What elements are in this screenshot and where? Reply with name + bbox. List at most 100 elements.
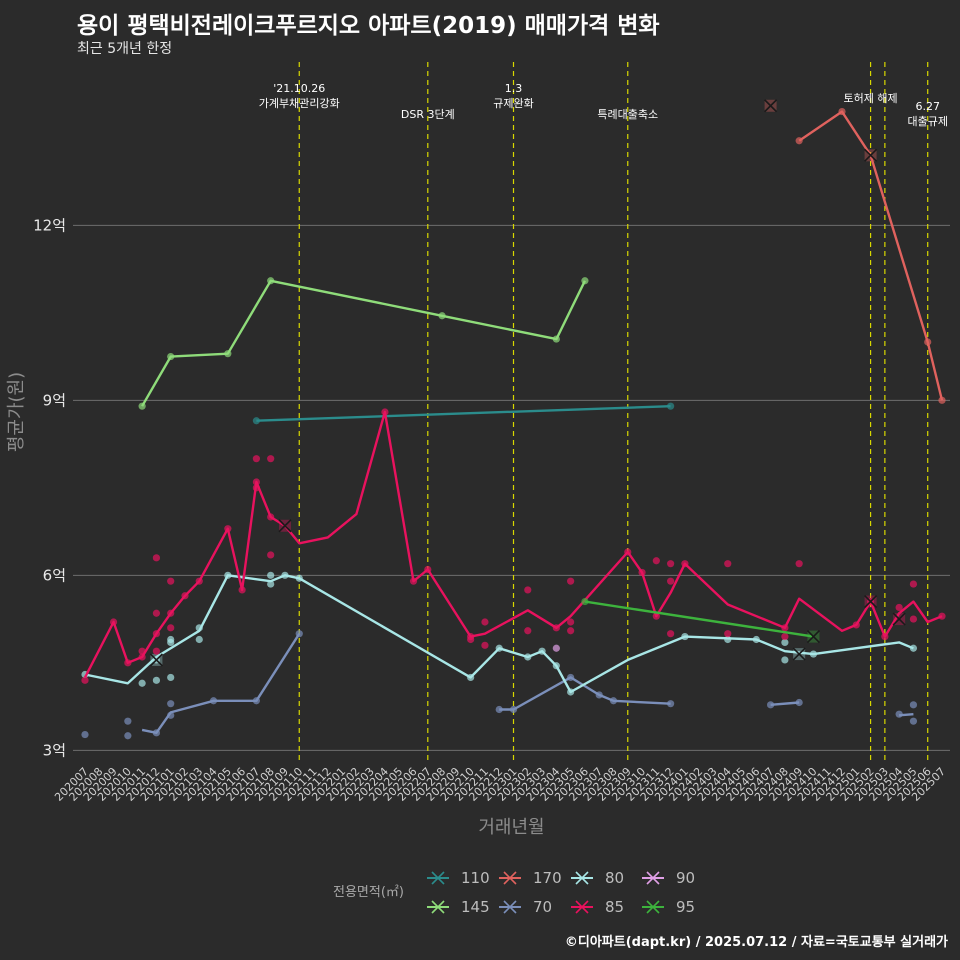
data-point-85 xyxy=(167,624,175,632)
series-line-170 xyxy=(798,110,944,401)
legend-key-cross-110 xyxy=(431,871,445,885)
data-point-85 xyxy=(167,609,175,617)
data-point-70 xyxy=(795,698,803,707)
data-point-85 xyxy=(267,551,275,559)
legend-label-85: 85 xyxy=(605,898,624,916)
data-point-85 xyxy=(138,653,146,661)
y-tick-label: 3억 xyxy=(43,741,66,759)
data-point-95 xyxy=(581,597,589,606)
data-point-70 xyxy=(509,705,518,714)
x-axis-title: 거래년월 xyxy=(478,817,544,838)
legend-key-cross-70 xyxy=(503,900,517,914)
data-point-80 xyxy=(781,638,789,647)
data-point-85 xyxy=(881,632,889,641)
data-point-85 xyxy=(552,624,560,632)
legend-label-95: 95 xyxy=(676,898,695,916)
data-point-85 xyxy=(467,635,475,644)
data-point-85 xyxy=(667,577,675,585)
data-point-70 xyxy=(167,711,175,719)
data-point-80 xyxy=(781,656,789,664)
cross-marker-170 xyxy=(864,148,878,162)
data-point-110 xyxy=(252,417,260,425)
legend-key-cross-90 xyxy=(646,871,660,885)
cross-marker-95-stroke xyxy=(806,630,821,644)
data-point-85 xyxy=(181,592,189,600)
data-point-145 xyxy=(267,277,275,285)
cross-marker-85-stroke xyxy=(864,595,878,609)
legend-title: 전용면적(㎡) xyxy=(333,885,404,900)
data-point-170 xyxy=(924,338,932,346)
event-label: 6.27 대출규제 xyxy=(907,100,947,128)
data-point-80 xyxy=(538,647,546,655)
data-point-85 xyxy=(852,621,860,629)
cross-marker-80 xyxy=(149,653,163,667)
data-point-145 xyxy=(581,277,589,285)
event-label: 토허제 해제 xyxy=(844,91,898,105)
data-point-85 xyxy=(124,659,132,667)
data-point-70 xyxy=(495,705,503,714)
data-point-85 xyxy=(409,577,418,585)
data-point-85 xyxy=(524,627,532,635)
data-point-70 xyxy=(124,732,132,740)
data-point-145 xyxy=(552,335,560,343)
legend-key-cross-145 xyxy=(431,900,445,914)
legend-key-cross-90-stroke xyxy=(646,871,660,885)
data-point-145 xyxy=(438,312,446,320)
data-point-85 xyxy=(524,586,532,594)
data-point-80 xyxy=(195,635,203,644)
data-point-85 xyxy=(81,676,89,684)
data-point-170 xyxy=(795,137,803,145)
data-point-70 xyxy=(152,729,161,737)
legend-key-cross-95 xyxy=(646,900,660,914)
data-point-80 xyxy=(224,571,232,579)
data-point-85 xyxy=(424,565,432,574)
cross-marker-80 xyxy=(792,647,806,661)
data-point-70 xyxy=(295,630,303,638)
data-point-70 xyxy=(81,730,89,739)
legend-key-cross-70-stroke xyxy=(503,900,517,914)
data-point-80 xyxy=(524,653,532,661)
data-point-80 xyxy=(909,644,918,652)
data-point-70 xyxy=(767,701,775,709)
data-point-80 xyxy=(809,650,818,658)
cross-marker-85 xyxy=(864,595,878,609)
data-point-85 xyxy=(652,612,660,620)
cross-marker-85 xyxy=(278,519,292,533)
data-point-90 xyxy=(552,644,560,652)
cross-marker-95 xyxy=(806,630,821,644)
cross-marker-80-stroke xyxy=(149,653,163,667)
legend-label-170: 170 xyxy=(533,869,562,887)
data-point-85 xyxy=(252,484,260,492)
y-tick-label: 9억 xyxy=(43,391,66,409)
series-line-110 xyxy=(256,405,671,422)
data-point-85 xyxy=(909,580,918,588)
data-point-80 xyxy=(467,673,475,682)
data-point-70 xyxy=(595,691,603,699)
data-point-80 xyxy=(724,635,732,644)
legend-key-cross-85-stroke xyxy=(575,900,589,914)
chart-title: 용이 평택비전레이크푸르지오 아파트(2019) 매매가격 변화 xyxy=(77,13,660,39)
data-point-85 xyxy=(667,560,675,568)
data-point-85 xyxy=(481,618,489,626)
y-tick-label: 6억 xyxy=(43,566,66,584)
data-point-85 xyxy=(724,630,732,638)
data-point-80 xyxy=(495,644,503,652)
data-point-145 xyxy=(224,350,232,358)
data-point-80 xyxy=(138,679,146,687)
legend-label-70: 70 xyxy=(533,898,552,916)
chart-subtitle: 최근 5개년 한정 xyxy=(77,41,173,57)
data-point-80 xyxy=(152,676,161,684)
cross-marker-170 xyxy=(764,99,778,113)
data-point-145 xyxy=(167,352,175,361)
data-point-80 xyxy=(167,638,175,647)
data-point-70 xyxy=(909,701,918,709)
data-point-85 xyxy=(681,560,689,568)
data-point-70 xyxy=(209,697,218,705)
legend-key-cross-110-stroke xyxy=(431,871,445,885)
data-point-85 xyxy=(781,632,789,641)
cross-marker-170-stroke xyxy=(764,99,778,113)
source-caption: ©디아파트(dapt.kr) / 2025.07.12 / 자료=국토교통부 실… xyxy=(564,935,948,950)
data-point-70 xyxy=(124,717,132,725)
cross-marker-85-stroke xyxy=(892,612,906,626)
